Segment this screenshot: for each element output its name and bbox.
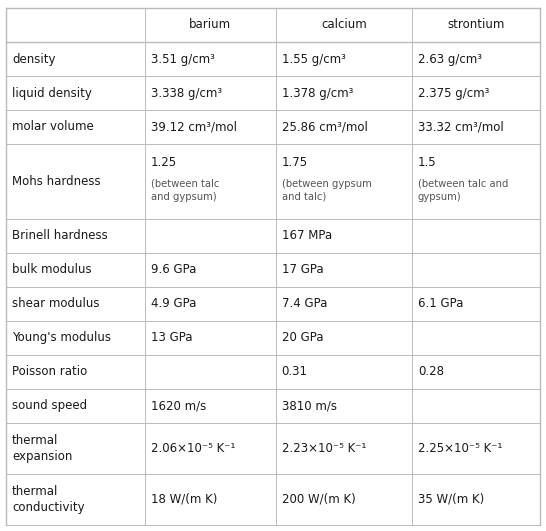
- Text: strontium: strontium: [447, 19, 505, 31]
- Text: 2.375 g/cm³: 2.375 g/cm³: [418, 87, 489, 99]
- Text: 1.75: 1.75: [282, 156, 308, 169]
- Text: 3.338 g/cm³: 3.338 g/cm³: [151, 87, 222, 99]
- Text: 17 GPa: 17 GPa: [282, 263, 323, 276]
- Text: 1620 m/s: 1620 m/s: [151, 399, 206, 412]
- Text: (between talc and
gypsum): (between talc and gypsum): [418, 179, 508, 202]
- Text: 1.5: 1.5: [418, 156, 436, 169]
- Text: 1.378 g/cm³: 1.378 g/cm³: [282, 87, 353, 99]
- Text: (between gypsum
and talc): (between gypsum and talc): [282, 179, 371, 202]
- Text: 20 GPa: 20 GPa: [282, 331, 323, 344]
- Text: 18 W/(m K): 18 W/(m K): [151, 493, 217, 506]
- Text: 35 W/(m K): 35 W/(m K): [418, 493, 484, 506]
- Text: Poisson ratio: Poisson ratio: [12, 365, 87, 378]
- Text: 2.25×10⁻⁵ K⁻¹: 2.25×10⁻⁵ K⁻¹: [418, 442, 502, 455]
- Text: 9.6 GPa: 9.6 GPa: [151, 263, 196, 276]
- Text: 2.23×10⁻⁵ K⁻¹: 2.23×10⁻⁵ K⁻¹: [282, 442, 366, 455]
- Text: 200 W/(m K): 200 W/(m K): [282, 493, 355, 506]
- Text: thermal
expansion: thermal expansion: [12, 433, 73, 463]
- Text: sound speed: sound speed: [12, 399, 87, 412]
- Text: calcium: calcium: [321, 19, 366, 31]
- Text: 39.12 cm³/mol: 39.12 cm³/mol: [151, 121, 237, 133]
- Text: Brinell hardness: Brinell hardness: [12, 229, 108, 242]
- Text: 0.31: 0.31: [282, 365, 307, 378]
- Text: 4.9 GPa: 4.9 GPa: [151, 297, 196, 310]
- Text: bulk modulus: bulk modulus: [12, 263, 92, 276]
- Text: barium: barium: [189, 19, 232, 31]
- Text: Young's modulus: Young's modulus: [12, 331, 111, 344]
- Text: 25.86 cm³/mol: 25.86 cm³/mol: [282, 121, 367, 133]
- Text: 13 GPa: 13 GPa: [151, 331, 192, 344]
- Text: shear modulus: shear modulus: [12, 297, 99, 310]
- Text: molar volume: molar volume: [12, 121, 94, 133]
- Text: 2.06×10⁻⁵ K⁻¹: 2.06×10⁻⁵ K⁻¹: [151, 442, 235, 455]
- Text: 6.1 GPa: 6.1 GPa: [418, 297, 463, 310]
- Text: 0.28: 0.28: [418, 365, 444, 378]
- Text: 1.55 g/cm³: 1.55 g/cm³: [282, 53, 346, 65]
- Text: liquid density: liquid density: [12, 87, 92, 99]
- Text: 167 MPa: 167 MPa: [282, 229, 332, 242]
- Text: 3.51 g/cm³: 3.51 g/cm³: [151, 53, 215, 65]
- Text: 3810 m/s: 3810 m/s: [282, 399, 337, 412]
- Text: Mohs hardness: Mohs hardness: [12, 175, 100, 188]
- Text: 2.63 g/cm³: 2.63 g/cm³: [418, 53, 482, 65]
- Text: 7.4 GPa: 7.4 GPa: [282, 297, 327, 310]
- Text: 1.25: 1.25: [151, 156, 177, 169]
- Text: density: density: [12, 53, 56, 65]
- Text: thermal
conductivity: thermal conductivity: [12, 485, 85, 514]
- Text: 33.32 cm³/mol: 33.32 cm³/mol: [418, 121, 503, 133]
- Text: (between talc
and gypsum): (between talc and gypsum): [151, 179, 219, 202]
